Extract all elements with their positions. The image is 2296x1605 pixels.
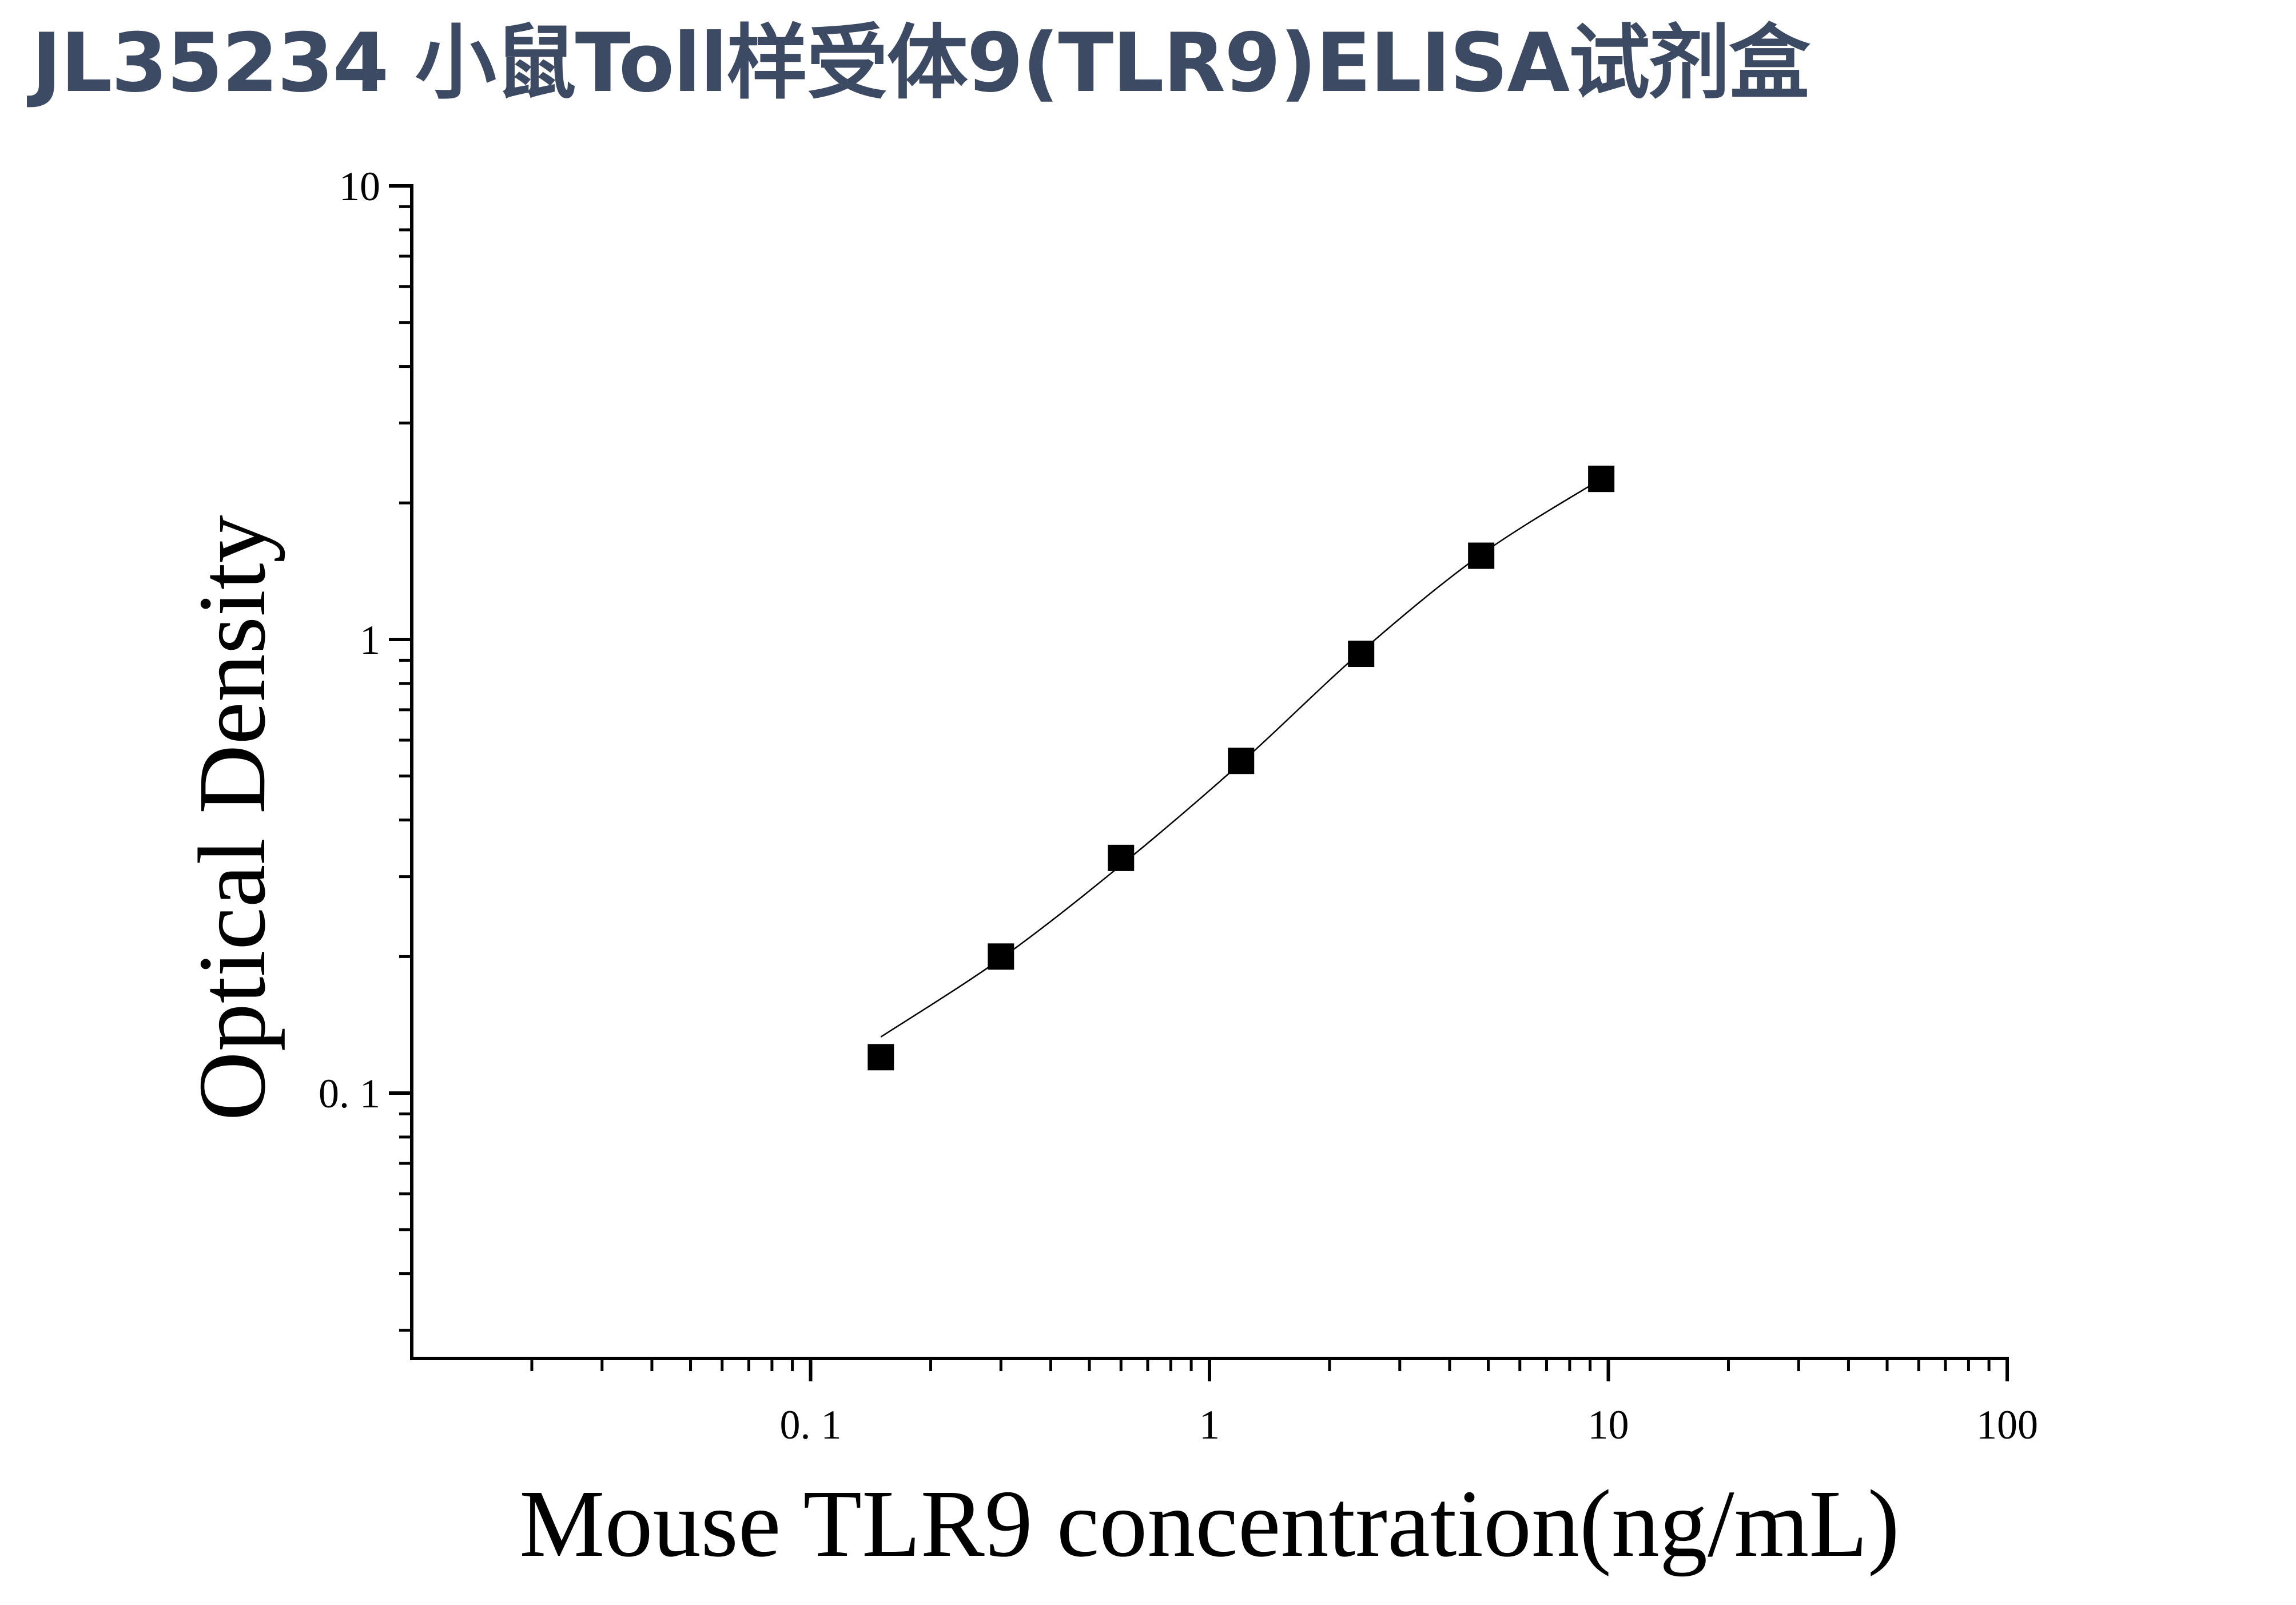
data-point <box>1228 748 1255 774</box>
x-tick-label: 100 <box>1976 1402 2038 1448</box>
data-point <box>1108 844 1135 871</box>
minor-ticks <box>399 205 1991 1371</box>
y-axis-title: Optical Density <box>179 515 285 1121</box>
major-ticks <box>389 184 2009 1381</box>
data-point <box>988 943 1014 970</box>
tick-labels: 0. 1 1 10 100 0. 1 1 10 <box>319 164 2038 1448</box>
x-tick-label: 0. 1 <box>780 1402 842 1448</box>
page-title: JL35234 小鼠Toll样受体9(TLR9)ELISA试剂盒 <box>31 16 1810 110</box>
x-tick-label: 10 <box>1588 1402 1629 1448</box>
data-point <box>868 1044 894 1071</box>
data-point <box>1588 466 1615 492</box>
x-axis-title: Mouse TLR9 concentration(ng/mL) <box>519 1471 1900 1577</box>
y-tick-label: 0. 1 <box>319 1071 380 1117</box>
data-point <box>1468 542 1495 569</box>
data-point <box>1348 641 1375 668</box>
data-points <box>868 466 1615 1071</box>
y-tick-label: 1 <box>360 617 380 663</box>
x-tick-label: 1 <box>1199 1402 1220 1448</box>
y-tick-label: 10 <box>339 164 380 209</box>
